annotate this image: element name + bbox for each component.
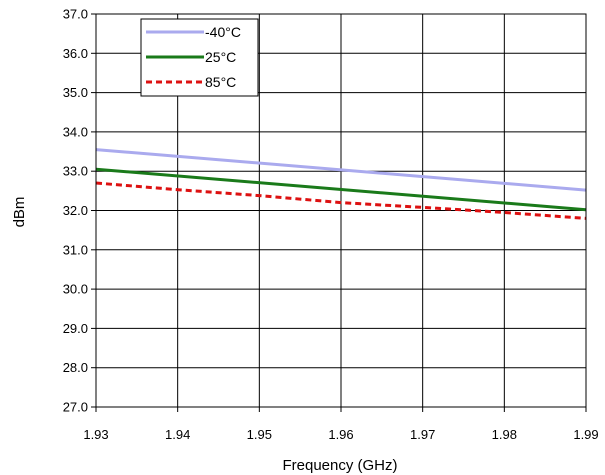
- series-line-2: [95, 181, 587, 220]
- y-tick-label: 27.0: [63, 400, 88, 415]
- y-tick-label: 30.0: [63, 282, 88, 297]
- x-tick-label: 1.94: [165, 427, 190, 442]
- x-tick-label: 1.93: [83, 427, 108, 442]
- x-tick-label: 1.97: [410, 427, 435, 442]
- y-tick-label: 37.0: [63, 7, 88, 22]
- plot-area-frame: [95, 13, 587, 408]
- x-tick-label: 1.95: [247, 427, 272, 442]
- legend: -40°C 25°C 85°C: [140, 18, 259, 97]
- y-tick-label: 32.0: [63, 203, 88, 218]
- y-tick-label: 33.0: [63, 164, 88, 179]
- y-axis-title: dBm: [11, 197, 28, 228]
- y-tick-label: 29.0: [63, 321, 88, 336]
- x-tick-label: 1.96: [328, 427, 353, 442]
- x-tick-labels: 1.93 1.94 1.95 1.96 1.97 1.98 1.99: [83, 427, 598, 442]
- x-tick-label: 1.98: [492, 427, 517, 442]
- y-tick-label: 35.0: [63, 85, 88, 100]
- y-tick-label: 28.0: [63, 360, 88, 375]
- legend-label-2: 85°C: [205, 74, 236, 90]
- y-tick-label: 31.0: [63, 242, 88, 257]
- x-axis-title: Frequency (GHz): [282, 457, 397, 474]
- legend-label-1: 25°C: [205, 49, 236, 65]
- legend-label-0: -40°C: [205, 24, 241, 40]
- series-lines: [95, 148, 587, 220]
- series-line-0: [95, 148, 587, 192]
- x-tick-label: 1.99: [573, 427, 598, 442]
- y-tick-labels: 27.0 28.0 29.0 30.0 31.0 32.0 33.0 34.0 35.0 36.0…: [63, 7, 88, 415]
- y-tick-label: 36.0: [63, 46, 88, 61]
- series-line-1: [95, 167, 587, 212]
- y-tick-label: 34.0: [63, 124, 88, 139]
